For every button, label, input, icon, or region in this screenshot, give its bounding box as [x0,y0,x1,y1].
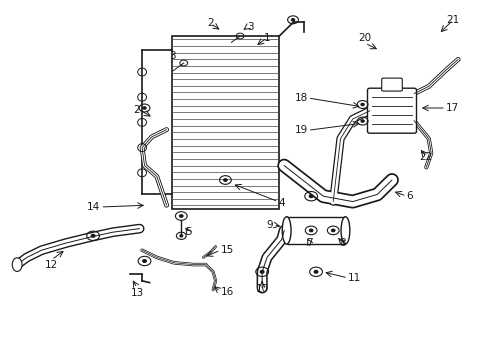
Text: 16: 16 [220,287,234,297]
Circle shape [260,270,264,273]
Text: 8: 8 [340,238,346,248]
Text: 19: 19 [294,125,308,135]
Circle shape [91,234,95,237]
Circle shape [309,195,313,198]
Text: 11: 11 [348,273,361,283]
Circle shape [143,260,147,262]
Circle shape [143,107,146,109]
Ellipse shape [282,217,291,244]
Circle shape [224,179,227,181]
Text: 22: 22 [419,152,433,162]
Text: 3: 3 [169,51,176,61]
Text: 2: 2 [133,105,140,115]
Text: 12: 12 [45,260,58,270]
Text: 14: 14 [87,202,100,212]
Circle shape [361,103,364,105]
Ellipse shape [12,258,22,271]
Circle shape [292,19,294,21]
Text: 21: 21 [446,15,460,25]
Text: 5: 5 [185,227,192,237]
Text: 17: 17 [446,103,459,113]
FancyBboxPatch shape [382,78,402,91]
Text: 13: 13 [130,288,144,298]
Circle shape [314,270,318,273]
Text: 3: 3 [247,22,254,32]
Text: 4: 4 [278,198,285,208]
Circle shape [180,215,183,217]
Text: 1: 1 [264,33,270,43]
Text: 6: 6 [407,191,414,201]
Text: 7: 7 [306,238,313,248]
Circle shape [310,229,313,231]
Text: 18: 18 [294,93,308,103]
Text: 9: 9 [267,220,273,230]
Bar [172,36,279,209]
Circle shape [332,229,335,231]
Circle shape [180,235,183,237]
Circle shape [361,120,364,122]
Text: 10: 10 [256,284,269,294]
Bar [287,217,345,244]
Text: 2: 2 [207,18,214,28]
Ellipse shape [341,217,350,244]
FancyBboxPatch shape [368,88,416,133]
Text: 15: 15 [220,245,234,255]
Text: 20: 20 [359,33,371,43]
